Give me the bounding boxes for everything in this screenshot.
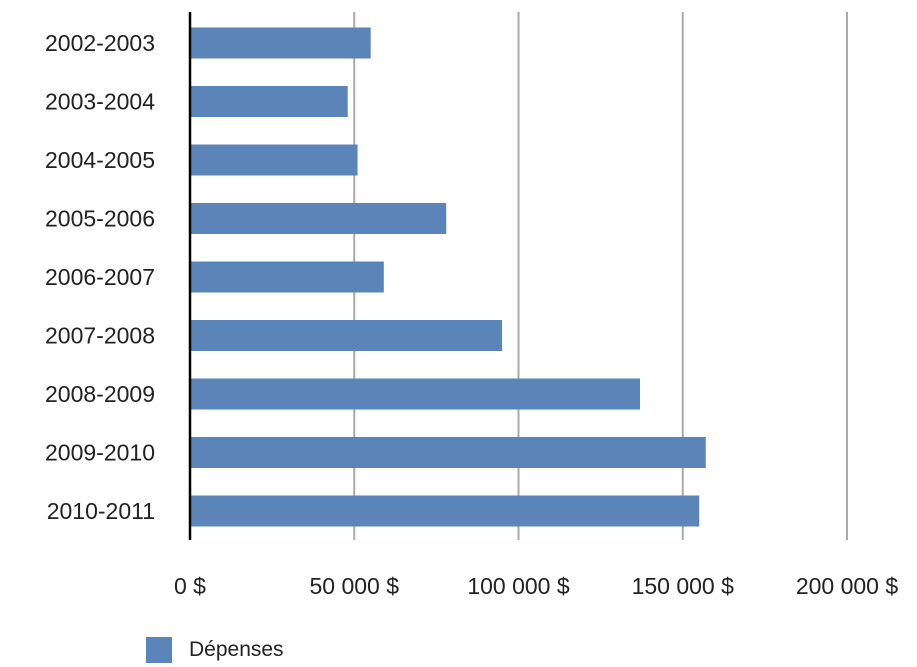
bar-2006-2007 (190, 261, 384, 293)
legend-swatch (146, 637, 172, 663)
legend-label: Dépenses (189, 638, 284, 661)
bar-2005-2006 (190, 203, 447, 234)
y-tick-label: 2004-2005 (45, 147, 155, 173)
y-tick-label: 2008-2009 (45, 381, 155, 407)
bars (190, 27, 706, 527)
y-tick-label: 2010-2011 (47, 498, 155, 524)
bar-2007-2008 (190, 320, 503, 351)
bar-2010-2011 (190, 495, 700, 527)
x-tick-labels: 0 $ 50 000 $ 100 000 $ 150 000 $ 200 000 $ (174, 573, 898, 599)
bar-2003-2004 (190, 86, 348, 117)
y-tick-label: 2007-2008 (45, 323, 155, 349)
x-tick-label: 100 000 $ (467, 573, 570, 599)
y-tick-label: 2002-2003 (45, 30, 155, 56)
bar-2009-2010 (190, 437, 706, 468)
y-tick-label: 2006-2007 (45, 264, 155, 290)
y-tick-label: 2003-2004 (45, 89, 155, 115)
bar-2004-2005 (190, 144, 358, 176)
x-tick-label: 0 $ (174, 573, 206, 599)
y-tick-labels: 2002-2003 2003-2004 2004-2005 2005-2006 2006… (45, 30, 155, 524)
y-tick-label: 2009-2010 (45, 440, 155, 466)
y-tick-label: 2005-2006 (45, 206, 155, 232)
x-tick-label: 150 000 $ (632, 573, 735, 599)
bar-2002-2003 (190, 27, 371, 59)
legend: Dépenses (146, 637, 284, 663)
x-tick-label: 200 000 $ (796, 573, 899, 599)
x-tick-label: 50 000 $ (309, 573, 399, 599)
bar-2008-2009 (190, 378, 641, 410)
